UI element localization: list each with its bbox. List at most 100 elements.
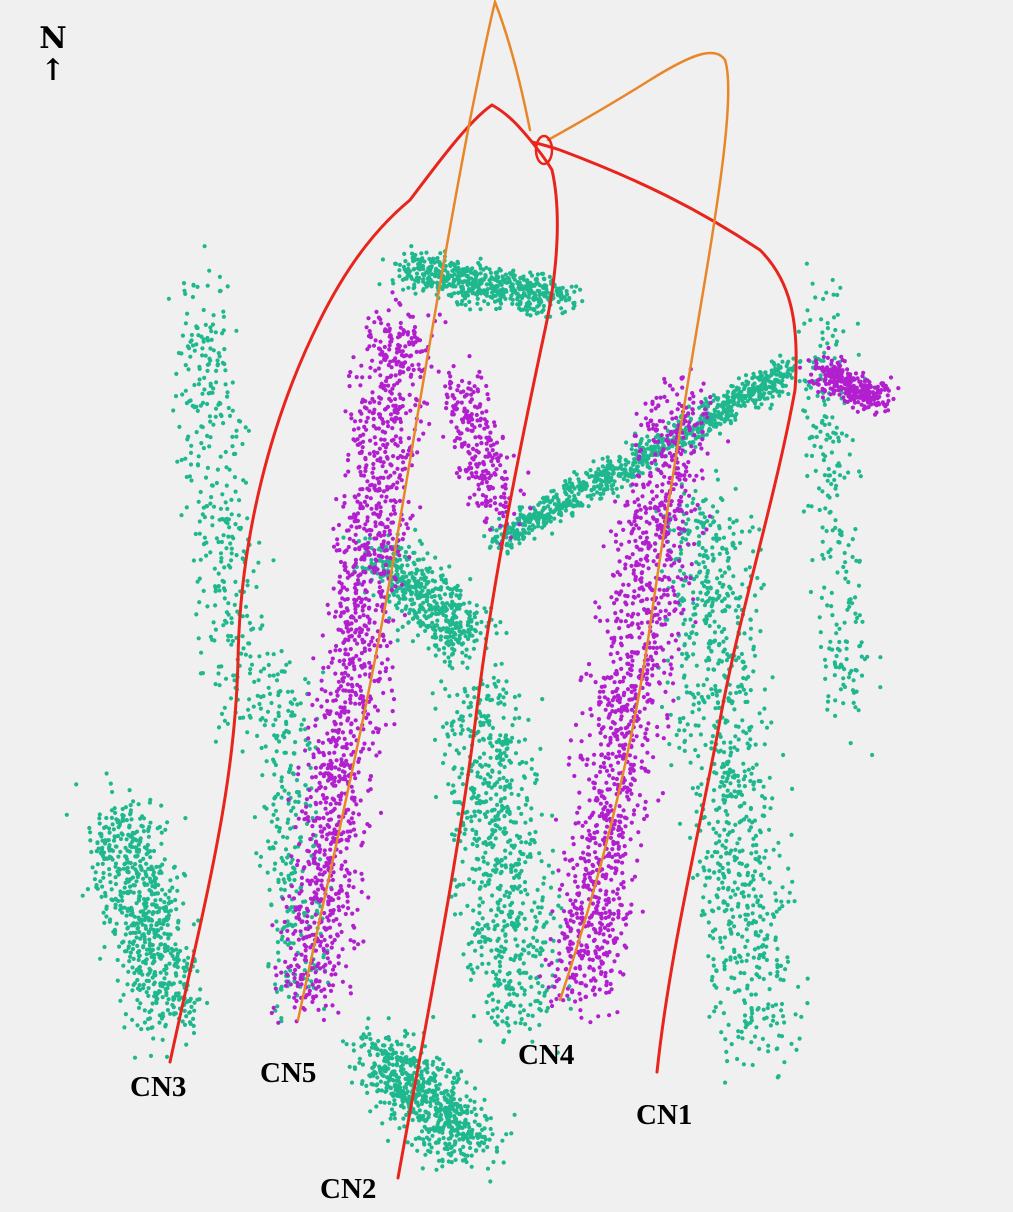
event-point [440,600,445,606]
event-point [141,982,146,987]
event-point [717,580,722,586]
event-point [419,1129,425,1134]
event-point [136,915,141,920]
event-point [698,732,704,737]
event-point [125,982,130,987]
event-point [483,850,488,855]
event-point [589,496,594,501]
event-point [748,805,754,811]
event-point [709,687,714,692]
event-point [516,857,522,862]
event-point [691,496,696,501]
event-point [365,1025,370,1030]
event-point [508,838,513,843]
event-point [580,299,585,304]
event-point [751,371,756,376]
event-point [556,511,562,516]
event-point [433,1105,438,1110]
event-point [494,947,499,952]
event-point [423,1152,428,1157]
event-point [478,775,483,780]
event-point [755,898,761,903]
event-point [780,378,785,383]
event-point [733,658,739,663]
event-point [449,1160,454,1165]
event-point [123,932,128,937]
event-point [733,734,738,739]
event-point [428,1075,433,1080]
event-point [468,713,473,718]
event-point [468,700,473,706]
event-point [742,769,747,774]
event-point [725,887,731,892]
event-point [652,445,657,450]
event-point [486,713,491,718]
event-point [124,854,129,859]
event-point [517,715,522,721]
event-point [410,639,415,644]
event-point [167,888,172,893]
event-point [490,1132,495,1137]
event-point [621,476,626,482]
event-point [483,1114,488,1119]
event-point [139,1027,144,1032]
event-point [733,724,739,729]
event-point [464,647,469,652]
event-point [694,809,699,814]
event-point [520,295,525,301]
event-point [524,760,529,765]
event-point [748,737,753,742]
event-point [716,906,721,911]
event-point [739,1029,744,1034]
event-point [681,621,686,627]
event-point [429,1145,434,1150]
event-point [393,261,398,266]
event-point [394,1073,399,1079]
event-point [701,560,706,565]
event-point [730,395,735,400]
event-point [398,557,403,562]
event-point [488,1116,493,1121]
event-point [535,887,540,893]
event-point [532,900,537,905]
event-point [759,387,765,392]
event-point [763,370,768,375]
event-point [404,1076,409,1082]
event-point [400,1098,405,1103]
event-point [527,512,533,517]
event-point [112,835,117,840]
event-point [502,826,507,831]
event-point [418,261,423,266]
event-point [428,1100,433,1105]
event-point [410,602,415,607]
event-point [735,904,741,909]
event-point [512,529,517,534]
event-point [514,861,520,866]
event-point [792,899,797,904]
event-point [722,403,727,408]
event-point [172,1012,177,1017]
event-point [143,958,148,963]
event-point [632,457,637,462]
event-point [427,267,432,272]
event-point [375,1047,380,1052]
event-point [495,1014,500,1019]
event-point [722,827,727,832]
event-point [737,804,742,809]
event-point [472,1119,477,1124]
event-point [477,886,482,892]
event-point [136,1005,142,1011]
event-point [758,370,763,375]
event-point [160,995,165,1000]
event-point [503,735,508,740]
event-point [718,403,724,408]
event-point [738,954,743,960]
event-point [504,889,509,895]
event-point [500,1138,505,1143]
event-point [602,487,607,492]
event-point [433,1073,438,1078]
event-point [456,270,461,275]
event-point [127,825,132,830]
event-point [589,488,594,493]
